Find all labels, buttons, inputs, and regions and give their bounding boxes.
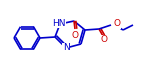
Text: O: O: [100, 35, 108, 45]
Text: O: O: [72, 30, 79, 39]
Text: N: N: [63, 44, 69, 52]
Text: O: O: [113, 20, 120, 28]
Text: HN: HN: [52, 18, 66, 28]
